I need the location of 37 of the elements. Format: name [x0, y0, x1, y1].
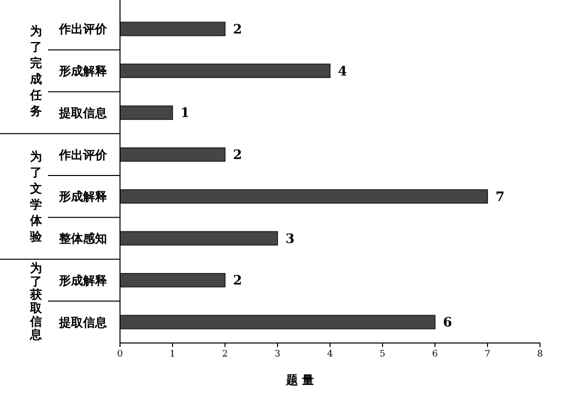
data-label: 3	[286, 232, 295, 247]
x-tick-label: 0	[117, 349, 124, 360]
bar	[120, 147, 226, 162]
y-tick-label: 形成解释	[58, 273, 108, 288]
text: 为了文学体验	[29, 150, 43, 244]
y-tick-label: 提取信息	[58, 106, 108, 120]
x-tick-label: 7	[484, 349, 491, 360]
data-label: 6	[443, 316, 452, 331]
bar	[120, 314, 436, 330]
bar	[120, 272, 226, 288]
data-label: 7	[496, 190, 505, 205]
x-axis-title: 题 量	[284, 373, 314, 387]
data-label: 2	[233, 274, 242, 289]
text: 为了完成任务	[29, 24, 42, 118]
bar	[120, 231, 278, 246]
y-tick-label: 形成解释	[58, 190, 108, 204]
y-tick-label: 整体感知	[58, 232, 107, 246]
y-tick-label: 提取信息	[58, 315, 108, 330]
bar	[120, 22, 226, 36]
x-tick-label: 5	[380, 349, 386, 360]
bar	[120, 64, 330, 78]
text: 为了获取信息	[29, 261, 43, 342]
data-label: 2	[233, 148, 242, 164]
data-label: 2	[233, 22, 242, 38]
bar	[120, 105, 173, 120]
data-label: 4	[338, 64, 348, 80]
data-label: 1	[180, 106, 190, 122]
x-tick-label: 6	[432, 349, 438, 360]
x-tick-label: 8	[537, 349, 544, 360]
bar	[120, 189, 488, 204]
x-tick-label: 4	[327, 349, 334, 360]
y-tick-label: 作出评价	[58, 22, 108, 36]
y-tick-label: 形成解释	[58, 64, 108, 78]
y-tick-label: 作出评价	[58, 148, 108, 162]
x-tick-label: 3	[274, 349, 281, 360]
x-tick-label: 2	[222, 349, 228, 360]
x-tick-label: 1	[170, 349, 176, 360]
